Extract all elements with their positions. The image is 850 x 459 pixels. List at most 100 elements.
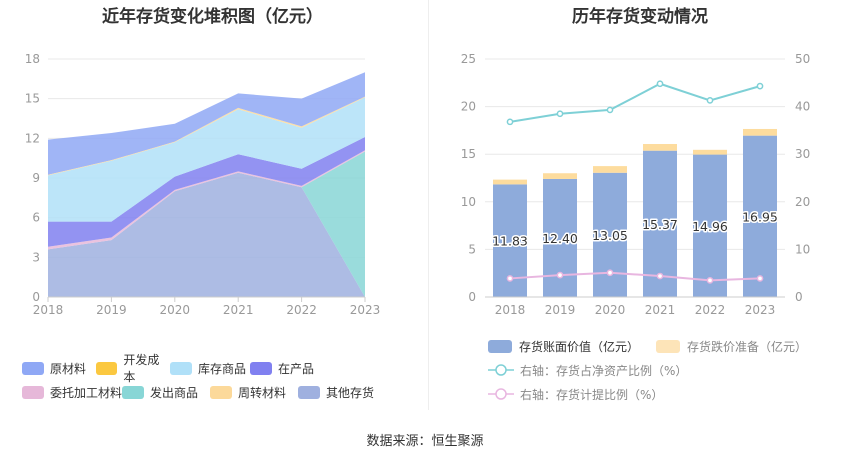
left-chart-title: 近年存货变化堆积图（亿元） [102,7,323,27]
legend-item-provision-ratio[interactable]: 右轴：存货计提比例（%） [488,386,663,403]
right-y-left-tick-label: 25 [461,52,476,66]
legend-item-库存商品[interactable]: 库存商品 [170,360,250,377]
bar-data-label: 14.96 [692,219,728,234]
legend-swatch [22,361,44,375]
legend-item-委托加工材料[interactable]: 委托加工材料 [22,384,122,401]
legend-swatch [298,385,320,399]
left-x-tick-label: 2018 [33,303,64,317]
right-x-tick-label: 2018 [495,303,526,317]
legend-item-发出商品[interactable]: 发出商品 [122,384,210,401]
bar-label-halo: 14.96 [692,219,728,234]
right-y-right-tick-label: 50 [795,52,810,66]
point-ratio-net-assets [556,110,564,118]
area-库存商品 [48,97,365,222]
left-y-tick-label: 0 [32,290,40,304]
right-x-tick-label: 2023 [745,303,776,317]
left-legend-row: 原材料 开发成本 库存商品 在产品 [22,353,422,384]
point-ratio-net-assets [506,118,514,126]
line-ratio-net-assets [509,82,761,123]
left-y-tick-label: 15 [25,92,40,106]
legend-swatch [170,361,192,375]
legend-label-impairment: 存货跌价准备（亿元） [687,339,808,354]
right-y-left-tick-label: 20 [461,100,476,114]
bar-data-label: 11.83 [492,234,528,249]
legend-label: 库存商品 [198,361,247,376]
bar-label-halo: 15.37 [642,217,678,232]
legend-label: 委托加工材料 [50,385,123,400]
legend-label: 在产品 [278,361,315,376]
right-x-tick-label: 2019 [545,303,576,317]
legend-item-ratio-net-assets[interactable]: 右轴：存货占净资产比例（%） [488,362,687,379]
bar-impairment [743,128,777,136]
left-x-tick-label: 2020 [160,303,191,317]
point-ratio-net-assets [756,82,764,90]
legend-swatch [22,385,44,399]
legend-swatch-impairment [656,339,680,353]
legend-label: 原材料 [50,361,87,376]
left-y-tick-label: 3 [32,250,40,264]
stacked-area-chart: 0 3 6 9 12 15 18 2018 2019 2020 2021 2022 2023 [25,52,381,317]
area-在产品 [48,137,365,247]
bar-label-halo: 11.83 [492,234,528,249]
bar-data-label: 13.05 [592,228,628,243]
legend-item-开发成本[interactable]: 开发成本 [96,351,170,385]
point-ratio-net-assets [706,97,714,104]
legend-swatch-book-value [488,339,512,353]
right-y-left-tick-label: 10 [461,195,476,209]
legend-item-周转材料[interactable]: 周转材料 [210,384,298,401]
right-chart-title: 历年存货变动情况 [572,7,708,27]
legend-label: 发出商品 [150,385,199,400]
legend-label: 开发成本 [123,353,160,384]
right-legend: 存货账面价值（亿元） 存货跌价准备（亿元） 右轴：存货占净资产比例（%） 右轴：… [488,334,848,406]
bar-label-halo: 16.95 [742,209,778,224]
legend-item-在产品[interactable]: 在产品 [250,360,340,377]
legend-label-provision-ratio: 右轴：存货计提比例（%） [520,387,664,402]
point-provision-ratio [606,269,614,277]
inventory-bar-chart: 0 5 10 15 20 25 0 10 20 30 40 50 2018 2019 2020 2021 202… [461,52,811,317]
right-y-left-tick-label: 15 [461,147,476,161]
left-legend-row: 委托加工材料 发出商品 周转材料 其他存货 [22,380,422,404]
bar-label-halo: 12.40 [542,231,578,246]
bar-impairment [593,166,627,173]
right-x-tick-label: 2021 [645,303,676,317]
point-provision-ratio [656,272,664,280]
right-y-right-tick-label: 40 [795,100,810,114]
legend-label-ratio-net-assets: 右轴：存货占净资产比例（%） [520,363,688,378]
bar-data-label: 15.37 [642,217,678,232]
panel-divider [428,0,429,410]
legend-swatch [96,361,118,375]
legend-label: 其他存货 [326,385,375,400]
left-x-tick-label: 2022 [286,303,317,317]
bar-book-value [693,154,727,297]
point-ratio-net-assets [656,80,664,88]
right-y-left-tick-label: 5 [468,242,476,256]
point-provision-ratio [506,275,514,282]
left-y-tick-label: 6 [32,211,40,225]
bar-book-value [593,172,627,297]
legend-line-icon-provision [488,388,514,400]
legend-label-book-value: 存货账面价值（亿元） [519,339,640,354]
right-y-right-tick-label: 20 [795,195,810,209]
legend-item-其他存货[interactable]: 其他存货 [298,384,388,401]
area-其他存货 [48,172,365,297]
legend-item-impairment[interactable]: 存货跌价准备（亿元） [656,338,807,355]
legend-item-原材料[interactable]: 原材料 [22,360,96,377]
left-y-tick-label: 12 [25,131,40,145]
bar-impairment [493,179,527,185]
bar-book-value [643,150,677,297]
bar-data-label: 16.95 [742,209,778,224]
line-provision-ratio [509,271,761,282]
legend-item-book-value[interactable]: 存货账面价值（亿元） [488,338,656,355]
legend-swatch [250,361,272,375]
area-周转材料 [48,96,365,176]
left-x-tick-label: 2019 [96,303,127,317]
area-原材料 [48,72,365,175]
left-x-tick-label: 2021 [223,303,254,317]
left-x-tick-label: 2023 [350,303,381,317]
bar-data-label: 12.40 [542,231,578,246]
right-y-right-tick-label: 0 [795,290,803,304]
bar-impairment [643,144,677,151]
point-ratio-net-assets [606,106,614,114]
point-provision-ratio [556,271,564,279]
right-x-tick-label: 2022 [695,303,726,317]
